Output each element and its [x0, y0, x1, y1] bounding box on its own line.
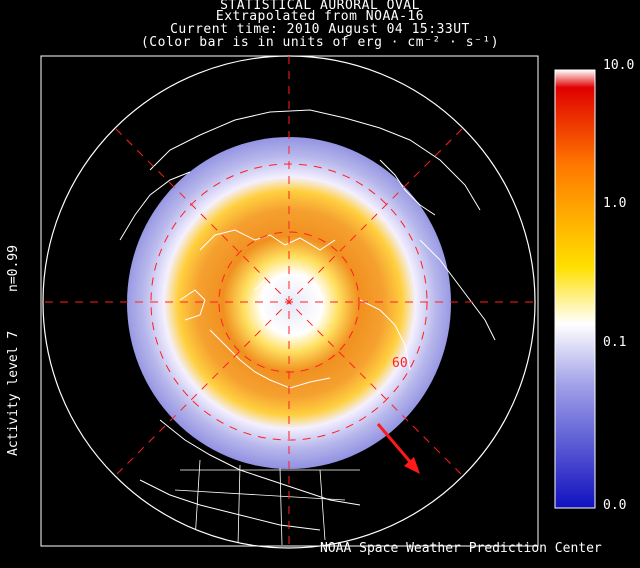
title-line-3: Current time: 2010 August 04 15:33UT: [170, 22, 470, 37]
activity-level-label: Activity level 7: [6, 330, 21, 456]
n-value-label: n=0.99: [6, 245, 21, 292]
coastlines: [119, 109, 496, 531]
latitude-label-60: 60: [392, 356, 408, 371]
sun-direction-arrow: [376, 423, 420, 474]
colorbar: [554, 69, 596, 509]
colorbar-tick-0-1: 0.1: [603, 335, 627, 350]
latlon-grid: [45, 56, 535, 546]
colorbar-tick-0: 0.0: [603, 498, 627, 513]
credit-label: NOAA Space Weather Prediction Center: [320, 541, 602, 556]
colorbar-tick-1: 1.0: [603, 196, 627, 211]
colorbar-tick-10: 10.0: [603, 58, 635, 73]
state-borders: [174, 459, 360, 546]
title-line-1: STATISTICAL AURORAL OVAL: [220, 0, 420, 13]
title-line-4: (Color bar is in units of erg · cm⁻² · s…: [140, 35, 500, 50]
title-line-2: Extrapolated from NOAA-16: [215, 9, 425, 24]
